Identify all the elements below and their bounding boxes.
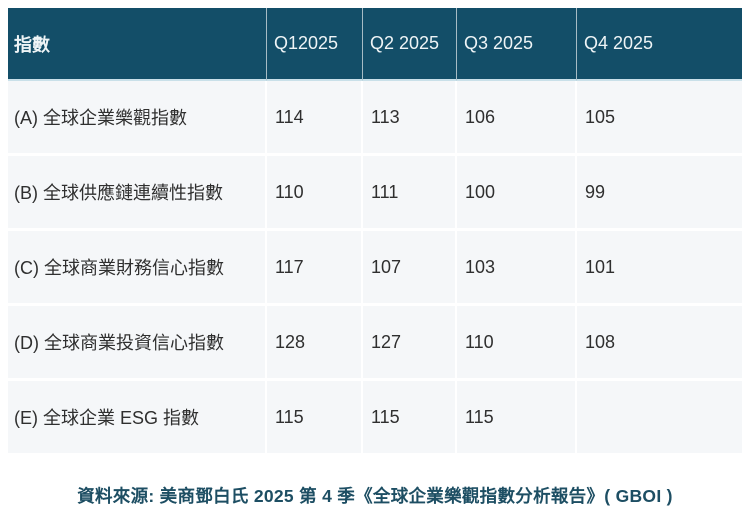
cell-value: 110	[267, 156, 363, 231]
cell-value	[577, 381, 742, 456]
row-label: (E) 全球企業 ESG 指數	[8, 381, 267, 456]
cell-value: 113	[363, 81, 457, 156]
cell-value: 107	[363, 231, 457, 306]
cell-value: 100	[457, 156, 577, 231]
column-header-q2: Q2 2025	[363, 8, 457, 81]
cell-value: 99	[577, 156, 742, 231]
cell-value: 115	[363, 381, 457, 456]
row-label: (D) 全球商業投資信心指數	[8, 306, 267, 381]
row-label: (B) 全球供應鏈連續性指數	[8, 156, 267, 231]
table-row: (C) 全球商業財務信心指數 117 107 103 101	[8, 231, 742, 306]
cell-value: 108	[577, 306, 742, 381]
table-row: (D) 全球商業投資信心指數 128 127 110 108	[8, 306, 742, 381]
column-header-q3: Q3 2025	[457, 8, 577, 81]
cell-value: 114	[267, 81, 363, 156]
row-label: (C) 全球商業財務信心指數	[8, 231, 267, 306]
table-row: (E) 全球企業 ESG 指數 115 115 115	[8, 381, 742, 456]
cell-value: 115	[267, 381, 363, 456]
cell-value: 103	[457, 231, 577, 306]
index-table: 指數 Q12025 Q2 2025 Q3 2025 Q4 2025 (A) 全球…	[8, 8, 742, 456]
table-row: (A) 全球企業樂觀指數 114 113 106 105	[8, 81, 742, 156]
column-header-index: 指數	[8, 8, 267, 81]
header-row: 指數 Q12025 Q2 2025 Q3 2025 Q4 2025	[8, 8, 742, 81]
column-header-q4: Q4 2025	[577, 8, 742, 81]
row-label: (A) 全球企業樂觀指數	[8, 81, 267, 156]
cell-value: 105	[577, 81, 742, 156]
source-note: 資料來源: 美商鄧白氏 2025 第 4 季《全球企業樂觀指數分析報告》( GB…	[77, 486, 673, 506]
cell-value: 117	[267, 231, 363, 306]
cell-value: 106	[457, 81, 577, 156]
cell-value: 115	[457, 381, 577, 456]
cell-value: 127	[363, 306, 457, 381]
cell-value: 101	[577, 231, 742, 306]
cell-value: 110	[457, 306, 577, 381]
cell-value: 111	[363, 156, 457, 231]
cell-value: 128	[267, 306, 363, 381]
table-row: (B) 全球供應鏈連續性指數 110 111 100 99	[8, 156, 742, 231]
column-header-q1: Q12025	[267, 8, 363, 81]
